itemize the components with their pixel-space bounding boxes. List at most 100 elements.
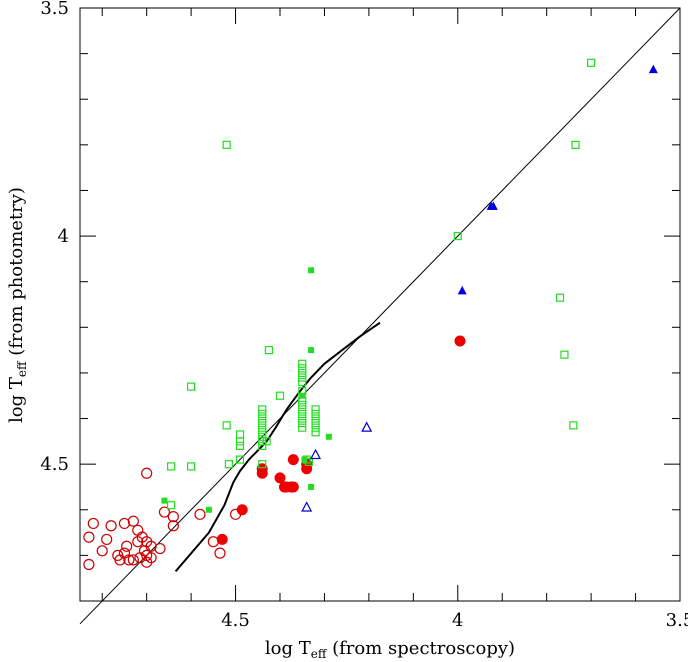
filled-square-point [301, 456, 308, 463]
open-circle-point [154, 542, 166, 555]
open-square-point [258, 409, 267, 419]
open-square-point [258, 437, 267, 446]
filled-square-point [308, 483, 315, 490]
open-circle-point [96, 545, 108, 557]
open-square-point [298, 364, 307, 373]
open-square-point [262, 437, 271, 446]
x-axis-label-sub: eff [311, 647, 328, 661]
open-square-point [235, 430, 245, 439]
y-tick-label: 4 [58, 226, 69, 247]
filled-circle-point [454, 335, 466, 347]
open-square-point [311, 414, 320, 423]
filled-square-point [299, 392, 306, 399]
y-axis-label-main: log T [6, 377, 27, 423]
open-circle-point [141, 467, 153, 479]
open-square-point [258, 419, 267, 428]
open-square-point [569, 421, 578, 430]
x-axis-label: log Teff (from spectroscopy) [265, 638, 515, 661]
open-square-point [298, 405, 307, 414]
open-circle-point [83, 558, 95, 571]
open-square-point [258, 441, 267, 451]
open-square-point [298, 419, 307, 428]
open-circle-point [123, 554, 135, 566]
open-square-point [275, 391, 285, 400]
open-triangle-point [361, 421, 373, 432]
filled-circle-point [236, 504, 248, 516]
open-square-point [187, 462, 196, 471]
one-to-one-line [79, 7, 681, 625]
open-square-point [453, 231, 462, 241]
open-circle-point [127, 554, 139, 566]
axis-ticks [80, 8, 680, 601]
open-square-point [235, 437, 245, 446]
open-square-point [298, 414, 307, 423]
open-square-point [587, 58, 596, 67]
open-circle-point [87, 517, 99, 530]
open-square-point [555, 293, 565, 302]
open-square-point [222, 421, 231, 430]
open-circle-point [167, 520, 179, 532]
open-square-point [311, 423, 320, 432]
filled-square-point [308, 347, 315, 354]
open-circle-point [141, 556, 153, 568]
filled-triangle-point [486, 201, 496, 210]
filled-circle-point [287, 454, 299, 466]
filled-circle-point [301, 463, 313, 475]
filled-square-point [205, 506, 212, 513]
data-points [83, 58, 658, 571]
filled-circle-point [274, 472, 286, 484]
open-square-point [258, 423, 267, 432]
open-square-point [298, 409, 307, 419]
y-tick-label: 4.5 [40, 454, 69, 475]
open-square-point [298, 377, 307, 387]
open-circle-point [118, 517, 131, 530]
open-circle-point [112, 549, 124, 561]
filled-square-point [308, 267, 315, 274]
open-circle-point [101, 533, 113, 546]
open-circle-point [194, 508, 206, 520]
filled-square-point [325, 433, 332, 440]
x-tick-label: 4 [452, 610, 463, 631]
open-square-point [311, 409, 320, 419]
open-triangle-point [310, 448, 322, 460]
open-square-point [298, 373, 307, 382]
open-square-point [258, 432, 267, 441]
open-square-point [167, 462, 176, 471]
open-circle-point [83, 531, 95, 543]
open-square-point [258, 460, 267, 469]
y-axis-label: log Teff (from photometry) [6, 187, 29, 423]
open-circle-point [167, 511, 179, 523]
x-tick-label: 4.5 [221, 610, 250, 631]
open-square-point [235, 441, 245, 451]
open-square-point [298, 359, 307, 368]
filled-circle-point [216, 533, 228, 545]
open-circle-point [158, 506, 171, 518]
open-square-point [571, 140, 580, 149]
filled-square-point [161, 497, 168, 504]
open-square-point [222, 140, 231, 149]
y-axis-label-sub: eff [15, 360, 29, 377]
x-axis-label-main: log T [265, 638, 311, 659]
open-square-point [258, 414, 267, 423]
open-square-point [298, 368, 307, 378]
filled-triangle-point [457, 285, 467, 295]
y-tick-label: 3.5 [40, 0, 69, 19]
y-axis-label-suffix: (from photometry) [6, 187, 27, 361]
open-square-point [264, 346, 273, 355]
open-circle-point [132, 536, 144, 548]
open-square-point [258, 405, 267, 414]
open-square-point [311, 419, 320, 428]
open-circle-point [207, 536, 219, 548]
open-square-point [235, 455, 245, 464]
open-square-point [298, 423, 307, 432]
plot-frame [79, 7, 681, 602]
open-square-point [311, 428, 320, 437]
filled-triangle-point [648, 64, 658, 74]
open-square-point [560, 350, 569, 359]
filled-circle-point [287, 481, 299, 493]
open-circle-point [214, 547, 226, 559]
open-square-point [311, 405, 320, 414]
calibration-curve [174, 321, 381, 573]
open-circle-point [121, 540, 133, 552]
